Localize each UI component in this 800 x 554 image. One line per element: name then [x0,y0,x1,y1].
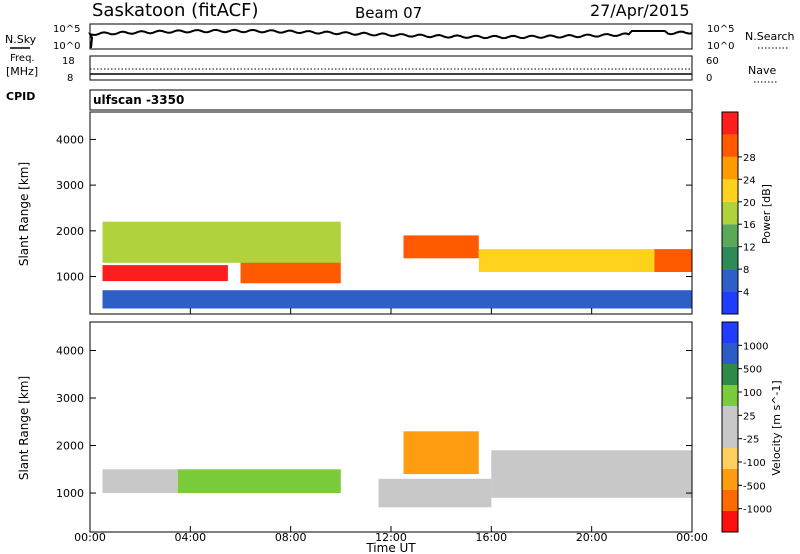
colorbar-swatch [722,427,738,448]
noise-trace [88,28,693,49]
colorbar-swatch [722,291,738,314]
frequency-panel: Freq. [MHz] 18 8 60 0 Nave [6,53,778,84]
noise-sky-label: N.Sky [5,33,37,46]
scatter-region [491,450,692,498]
colorbar-swatch [722,156,738,180]
colorbar-swatch [722,364,738,385]
colorbar-tick-label: 4 [743,288,749,299]
scatter-region [102,265,228,282]
colorbar-swatch [722,224,738,247]
velocity-colorbar: 1000 500 100 25 -25 -100 -500 -1000 [721,321,772,533]
y-tick-label: 3000 [56,392,84,405]
colorbar-tick-label: 25 [743,411,756,422]
noise-sky-line [88,28,693,49]
colorbar-tick-label: 8 [743,265,749,276]
colorbar-swatch [722,469,738,490]
colorbar-tick-label: 28 [743,153,756,164]
colorbar-swatch [722,201,738,225]
power-plot-area [102,221,692,309]
beam-label: Beam 07 [355,4,422,22]
colorbar-swatch [722,179,738,202]
colorbar-tick-label: 1000 [743,341,768,352]
x-tick-label: 00:00 [74,531,106,544]
y-tick-label: 3000 [56,179,84,192]
freq-unit-label: [MHz] [6,65,38,78]
noise-right-tick-bottom: 10^0 [707,41,734,52]
colorbar-tick-label: -1000 [743,505,772,516]
power-panel: Slant Range [km] 1000 2000 3000 4000 4 8 12 16… [17,111,773,315]
cpid-panel: CPID ulfscan -3350 [6,89,693,111]
x-axis-ticks: 00:00 04:00 08:00 12:00 16:00 20:00 00:00 [74,308,708,544]
frequency-trace [90,68,692,75]
noise-search-label: N.Search [745,30,795,43]
colorbar-swatch [722,385,738,406]
velocity-plot-area [102,431,692,508]
velocity-ylabel: Slant Range [km] [17,376,31,480]
colorbar-swatch [722,343,738,364]
freq-tick-top: 18 [62,56,75,67]
scatter-region [478,249,655,272]
scatter-region [654,249,692,272]
y-tick-label: 1000 [56,271,84,284]
colorbar-swatch [722,322,738,343]
x-tick-label: 04:00 [174,531,206,544]
colorbar-tick-label: 24 [743,175,756,186]
colorbar-tick-label: 500 [743,365,762,376]
y-tick-label: 2000 [56,225,84,238]
colorbar-tick-label: -500 [743,481,766,492]
x-tick-label: 20:00 [576,531,608,544]
colorbar-tick-label: -100 [743,458,766,469]
scatter-region [378,478,492,508]
power-ylabel: Slant Range [km] [17,162,31,266]
colorbar-swatch [722,112,738,135]
nave-label: Nave [748,64,776,77]
colorbar-tick-label: 20 [743,198,756,209]
velocity-y-ticks: 1000 2000 3000 4000 [56,345,692,500]
x-tick-label: 00:00 [676,531,708,544]
y-tick-label: 4000 [56,133,84,146]
colorbar-tick-label: -25 [743,435,759,446]
power-y-ticks: 1000 2000 3000 4000 [56,133,692,284]
x-tick-label: 08:00 [275,531,307,544]
colorbar-swatch [722,490,738,511]
power-colorbar: 4 8 12 16 20 24 28 [721,111,756,315]
date-label: 27/Apr/2015 [590,1,690,20]
scatter-region [177,469,341,494]
y-tick-label: 1000 [56,487,84,500]
colorbar-swatch [722,511,738,532]
freq-label: Freq. [10,53,35,64]
y-tick-label: 2000 [56,440,84,453]
colorbar-tick-label: 16 [743,220,756,231]
nave-tick-top: 60 [706,56,719,67]
freq-tick-bottom: 8 [67,73,73,84]
x-tick-label: 12:00 [375,531,407,544]
scatter-region [102,221,341,263]
scatter-region [403,235,479,259]
y-tick-label: 4000 [56,345,84,358]
colorbar-swatch [722,269,738,292]
colorbar-tick-label: 12 [743,243,756,254]
radar-title: Saskatoon (fitACF) [92,0,259,21]
scatter-region [102,290,692,309]
colorbar-tick-label: 100 [743,388,762,399]
noise-right-tick-top: 10^5 [707,24,734,35]
colorbar-swatch [722,406,738,427]
velocity-panel: Slant Range [km] 1000 2000 3000 4000 1000 50… [17,321,783,533]
colorbar-swatch [722,448,738,469]
cpid-label: CPID [6,90,35,103]
power-colorbar-label: Power [dB] [760,184,773,244]
velocity-colorbar-label: Velocity [m s^-1] [770,380,783,475]
colorbar-swatch [722,134,738,157]
scatter-region [102,469,178,494]
noise-left-tick-bottom: 10^0 [53,41,80,52]
scatter-region [403,431,479,475]
noise-panel: N.Sky 10^5 10^0 10^5 10^0 N.Search [5,23,795,52]
colorbar-swatch [722,246,738,270]
cpid-value: ulfscan -3350 [93,93,184,107]
x-tick-label: 16:00 [475,531,507,544]
noise-left-tick-top: 10^5 [53,24,80,35]
x-axis-label: Time UT [365,541,416,554]
nave-tick-bottom: 0 [706,73,712,84]
